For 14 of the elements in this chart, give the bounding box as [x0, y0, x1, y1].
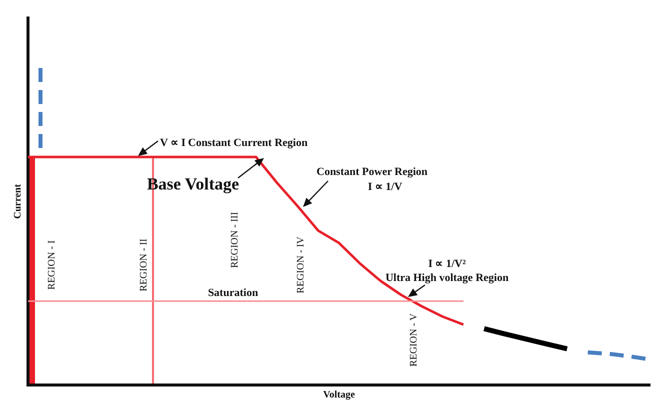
annotation: REGION - III: [230, 212, 241, 268]
annotation: REGION - IV: [296, 236, 307, 294]
text: V ∝ I: [160, 136, 186, 149]
annotation: REGION - V: [408, 312, 420, 367]
annotation: I ∝ 1/V²: [428, 258, 466, 270]
annotation: I ∝ 1/V: [368, 180, 402, 193]
text: Constant Current Region: [188, 136, 308, 149]
annotation: Ultra High voltage Region: [385, 272, 509, 284]
annotation: REGION - II: [138, 238, 150, 292]
annotation: REGION - I: [46, 240, 58, 290]
y-axis-title: Current: [12, 183, 24, 219]
ref-line-label: Saturation: [208, 286, 258, 299]
annotation: Constant Power Region: [316, 166, 428, 178]
x-axis-title: Voltage: [323, 390, 356, 401]
